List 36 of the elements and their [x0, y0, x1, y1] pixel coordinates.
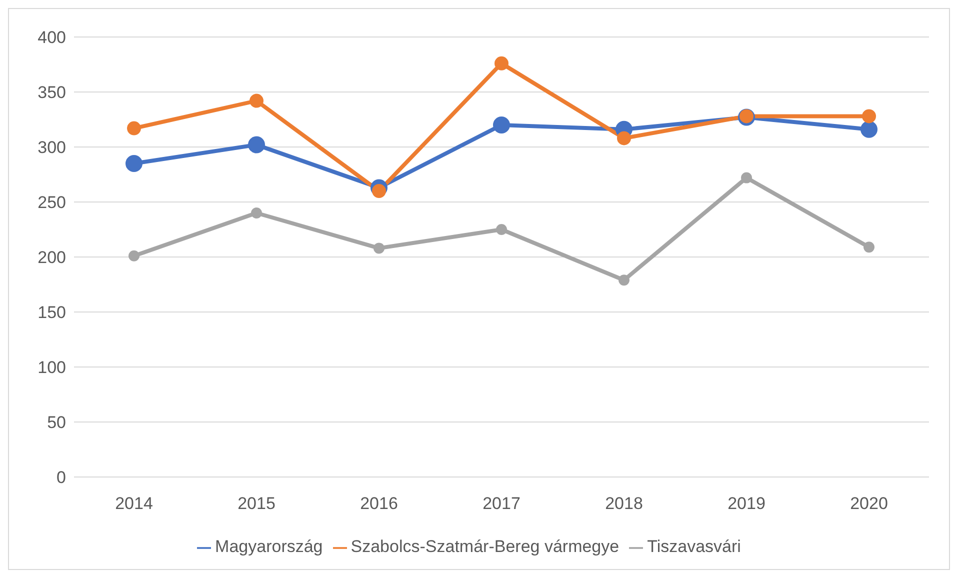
- y-tick-label: 250: [38, 193, 66, 212]
- x-tick-label: 2017: [482, 494, 520, 514]
- x-tick-label: 2018: [605, 494, 643, 514]
- x-tick-label: 2019: [728, 494, 766, 514]
- x-tick-label: 2016: [360, 494, 398, 514]
- point: [251, 208, 262, 218]
- point: [860, 120, 878, 138]
- point: [494, 56, 508, 70]
- x-tick-label: 2015: [238, 494, 276, 514]
- legend-label: Szabolcs-Szatmár-Bereg vármegye: [350, 537, 620, 556]
- point: [864, 242, 874, 253]
- x-tick-label: 2020: [850, 494, 888, 514]
- y-tick-label: 100: [38, 358, 66, 378]
- y-tick-label: 350: [38, 83, 66, 102]
- y-tick-label: 400: [38, 28, 66, 48]
- point: [496, 224, 507, 235]
- point: [126, 155, 142, 172]
- y-tick-label: 300: [38, 138, 66, 158]
- y-tick-label: 200: [38, 248, 66, 268]
- point: [618, 274, 630, 286]
- x-tick-label: 2014: [115, 494, 153, 514]
- point: [128, 250, 140, 262]
- y-tick-label: 50: [47, 413, 66, 432]
- legend-label: Magyarország: [215, 537, 323, 556]
- point: [127, 121, 141, 136]
- y-tick-label: 150: [38, 303, 66, 322]
- y-tick-label: 0: [56, 468, 66, 488]
- point: [248, 136, 265, 154]
- point: [617, 131, 631, 146]
- point: [374, 242, 384, 254]
- point: [493, 116, 510, 134]
- point: [741, 172, 752, 184]
- point: [250, 94, 264, 108]
- point: [862, 109, 876, 124]
- point: [372, 184, 386, 198]
- legend-label: Tiszavasvári: [647, 537, 741, 556]
